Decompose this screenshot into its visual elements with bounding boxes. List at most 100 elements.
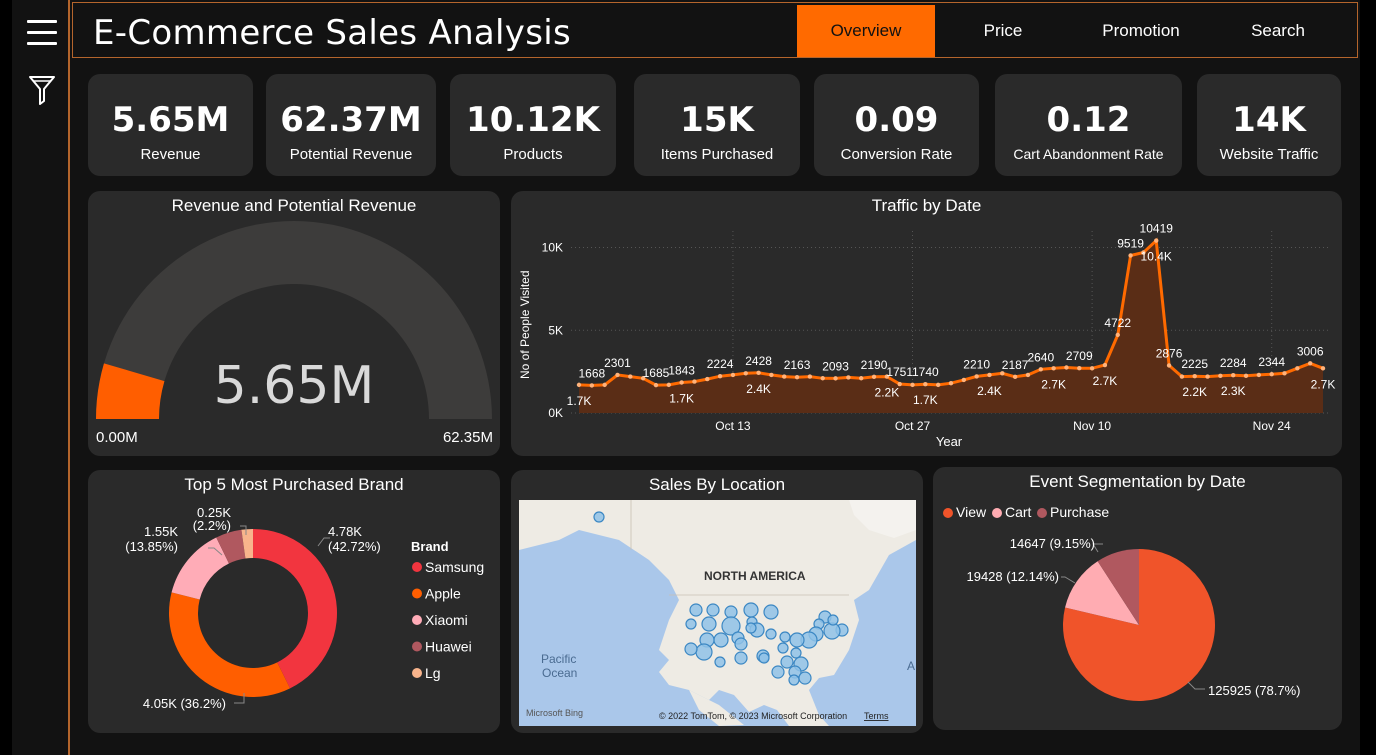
- sidebar: [12, 0, 70, 755]
- legend-dot-purchase: [1037, 508, 1047, 518]
- menu-icon[interactable]: [27, 20, 57, 46]
- traffic-data-label: 2225: [1181, 357, 1208, 371]
- map-bubble: [734, 637, 748, 651]
- kpi-card-cart-abandonment: 0.12 Cart Abandonment Rate: [995, 74, 1182, 176]
- traffic-x-tick-label: Oct 27: [895, 419, 931, 433]
- kpi-value: 62.37M: [280, 100, 422, 140]
- kpi-card-revenue: 5.65M Revenue: [88, 74, 253, 176]
- traffic-point: [1295, 366, 1300, 371]
- legend-label-xiaomi: Xiaomi: [425, 612, 468, 628]
- traffic-point: [1256, 372, 1262, 378]
- traffic-data-label: 10.4K: [1141, 250, 1172, 264]
- tab-search[interactable]: Search: [1251, 21, 1305, 40]
- legend-label-huawei: Huawei: [425, 639, 472, 655]
- map-bubble: [765, 628, 777, 640]
- traffic-point: [1064, 365, 1069, 370]
- traffic-point: [1128, 253, 1133, 258]
- traffic-point: [705, 376, 710, 382]
- traffic-point: [948, 381, 954, 386]
- map-bubble: [721, 616, 741, 636]
- traffic-point: [935, 382, 941, 388]
- map-bubble: [724, 605, 738, 619]
- map-bubble: [798, 671, 812, 685]
- traffic-point: [640, 376, 646, 381]
- lg-value-label: 0.25K: [197, 505, 231, 520]
- land-mexico: [689, 690, 744, 726]
- map-bubble: [685, 618, 697, 630]
- samsung-pct-label: (42.72%): [328, 539, 381, 554]
- traffic-data-label: 2284: [1220, 356, 1247, 370]
- traffic-point: [1218, 373, 1223, 378]
- traffic-panel[interactable]: Traffic by Date 1.7K 1668 2301 1685 1843 1.7K…: [511, 191, 1342, 456]
- kpi-value: 5.65M: [111, 100, 230, 140]
- callout-line-cart: [1061, 576, 1076, 584]
- traffic-data-label: 2163: [784, 358, 811, 372]
- map-bubble: [684, 642, 698, 656]
- gauge-min-label: 0.00M: [96, 429, 138, 446]
- filter-icon[interactable]: [28, 74, 56, 106]
- traffic-point: [871, 374, 877, 379]
- traffic-point: [820, 376, 825, 381]
- traffic-data-label: 2.3K: [1221, 384, 1246, 398]
- map-canvas: NORTH AMERICA Pacific Ocean A Microsoft …: [519, 500, 916, 726]
- land-greenland: [849, 500, 916, 538]
- gauge-max-label: 62.35M: [443, 429, 493, 446]
- map-bubble: [714, 656, 726, 668]
- kpi-label: Website Traffic: [1219, 146, 1319, 163]
- traffic-point: [615, 372, 620, 378]
- gauge-panel[interactable]: Revenue and Potential Revenue 5.65M 0.00…: [88, 191, 500, 456]
- traffic-point: [679, 380, 684, 385]
- tab-overview[interactable]: Overview: [797, 5, 935, 57]
- brand-donut-panel[interactable]: Top 5 Most Purchased Brand 4.78K (42.72%…: [88, 470, 500, 733]
- traffic-data-label: 2.7K: [1041, 377, 1066, 391]
- xiaomi-pct-label: (13.85%): [125, 539, 178, 554]
- legend-label-purchase: Purchase: [1050, 504, 1109, 520]
- traffic-data-label: 2428: [745, 354, 772, 368]
- sales-map[interactable]: NORTH AMERICA Pacific Ocean A Microsoft …: [519, 500, 916, 726]
- kpi-value: 15K: [680, 100, 754, 140]
- tab-price[interactable]: Price: [983, 21, 1023, 40]
- pie-slice-purchase: [1097, 549, 1139, 625]
- samsung-value-label: 4.78K: [328, 524, 362, 539]
- legend-dot-xiaomi: [412, 615, 422, 625]
- traffic-data-label: 4722: [1104, 316, 1131, 330]
- traffic-data-label: 2210: [963, 357, 990, 371]
- traffic-point: [717, 374, 723, 379]
- traffic-point: [589, 383, 595, 388]
- traffic-point: [692, 379, 697, 384]
- callout-line-lg: [240, 525, 247, 535]
- purchase-value-label: 14647 (9.15%): [1010, 536, 1095, 551]
- event-pie-chart: View Cart Purchase 14647 (9.15%) 19428 (…: [943, 504, 1301, 701]
- traffic-point: [910, 382, 915, 388]
- gauge-value-label: 5.65M: [214, 356, 375, 416]
- traffic-point: [1012, 374, 1018, 380]
- view-value-label: 125925 (78.7%): [1208, 683, 1301, 698]
- traffic-data-label: 2.2K: [875, 386, 900, 400]
- event-pie-panel[interactable]: Event Segmentation by Date View Cart Pur…: [933, 467, 1342, 730]
- map-bubble: [758, 652, 770, 664]
- traffic-y-tick-label: 5K: [548, 323, 563, 337]
- traffic-point: [846, 375, 851, 380]
- kpi-value: 14K: [1232, 100, 1306, 140]
- donut-slice-samsung: [253, 529, 338, 689]
- traffic-data-label: 2876: [1156, 346, 1183, 360]
- donut-slice-lg: [241, 529, 253, 559]
- traffic-point: [1025, 372, 1031, 378]
- gauge-chart: 5.65M 0.00M 62.35M: [96, 221, 493, 446]
- traffic-point: [794, 375, 800, 380]
- traffic-data-label: 2.4K: [746, 382, 771, 396]
- kpi-label: Products: [503, 146, 563, 163]
- kpi-label: Conversion Rate: [840, 146, 953, 163]
- traffic-x-axis-title: Year: [936, 434, 963, 449]
- traffic-point: [974, 374, 979, 379]
- map-bubble: [771, 665, 785, 679]
- traffic-point: [602, 382, 607, 388]
- traffic-point: [884, 374, 890, 379]
- tab-promotion[interactable]: Promotion: [1102, 21, 1180, 40]
- map-bubble: [743, 602, 759, 618]
- sales-map-panel[interactable]: Sales By Location NORTH AMERICA Pacific …: [511, 470, 923, 733]
- traffic-x-tick-label: Nov 24: [1253, 419, 1291, 433]
- traffic-data-label: 2190: [861, 358, 888, 372]
- map-bubble: [789, 632, 805, 648]
- kpi-card-items-purchased: 15K Items Purchased: [634, 74, 800, 176]
